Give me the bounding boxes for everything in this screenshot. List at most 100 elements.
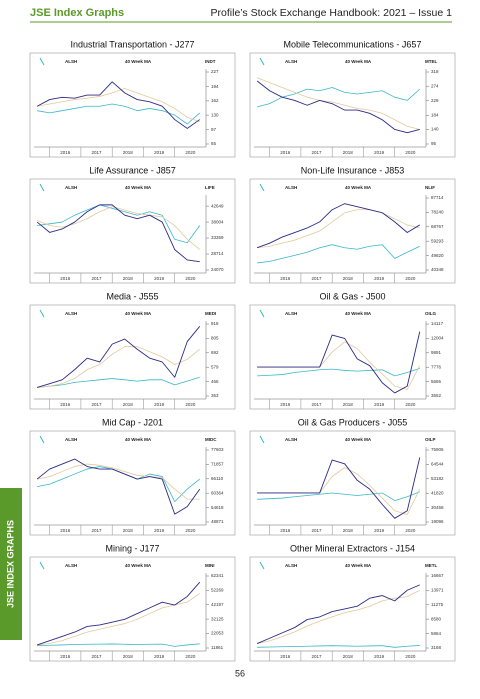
y-tick-label: 59293 <box>431 238 444 243</box>
y-tick-label: 48871 <box>211 519 224 524</box>
chart-title: Non-Life Insurance - J853 <box>301 165 405 175</box>
y-tick-label: 353 <box>211 393 219 398</box>
series-line <box>257 368 420 377</box>
legend-label: ALSH <box>285 437 297 442</box>
x-tick-label: 2018 <box>123 150 134 155</box>
series-line <box>256 77 420 130</box>
legend-swatch <box>259 435 265 444</box>
x-tick-label: 2017 <box>92 402 103 407</box>
y-tick-label: 78240 <box>431 210 444 215</box>
series-line <box>257 589 420 644</box>
y-tick-label: 19096 <box>431 519 444 524</box>
chart-title: Oil & Gas - J500 <box>319 291 385 301</box>
x-tick-label: 2016 <box>280 402 291 407</box>
y-tick-label: 5665 <box>431 379 442 384</box>
chart-title: Oil & Gas Producers - J055 <box>298 417 408 427</box>
chart-title: Media - J555 <box>106 291 158 301</box>
y-tick-label: 40348 <box>431 267 444 272</box>
series-line <box>36 326 201 388</box>
series-line <box>37 346 201 388</box>
x-tick-label: 2016 <box>60 276 71 281</box>
legend-label: ALSH <box>65 437 77 442</box>
x-tick-label: 2018 <box>123 528 134 533</box>
y-tick-label: 5864 <box>431 631 442 636</box>
legend-swatch <box>39 435 45 444</box>
series-line <box>36 206 201 250</box>
y-tick-label: 918 <box>211 321 219 326</box>
legend-label: OILG <box>425 311 436 316</box>
y-tick-label: 42649 <box>211 203 224 208</box>
y-tick-label: 16667 <box>431 573 444 578</box>
y-tick-label: 227 <box>211 69 219 74</box>
legend-label: LIFE <box>205 185 215 190</box>
y-tick-label: 38004 <box>211 219 224 224</box>
series-line <box>257 244 420 264</box>
y-tick-label: 162 <box>211 98 219 103</box>
legend-label: MEDI <box>205 311 216 316</box>
chart-frame <box>29 304 236 410</box>
chart-frame <box>249 304 456 410</box>
series-line <box>257 209 420 249</box>
legend-label: ALSH <box>285 311 297 316</box>
series-line <box>37 376 200 388</box>
x-tick-label: 2019 <box>154 276 165 281</box>
page-number: 56 <box>235 668 245 678</box>
chart-frame <box>249 556 456 662</box>
y-tick-label: 3552 <box>431 393 442 398</box>
y-tick-label: 30458 <box>431 505 444 510</box>
y-tick-label: 579 <box>211 364 219 369</box>
x-tick-label: 2016 <box>280 654 291 659</box>
legend-label: ALSH <box>285 563 297 568</box>
x-tick-label: 2020 <box>405 150 416 155</box>
legend-label: OILP <box>425 437 436 442</box>
legend-label: MIDC <box>205 437 217 442</box>
chart-title: Industrial Transportation - J277 <box>70 39 194 49</box>
series-line <box>257 457 421 519</box>
legend-swatch <box>259 57 265 66</box>
series-line <box>36 458 201 515</box>
x-tick-label: 2020 <box>185 402 196 407</box>
legend-label: INDT <box>205 59 216 64</box>
series-line <box>37 463 200 500</box>
y-tick-label: 49820 <box>431 253 444 258</box>
legend-label: ALSH <box>285 185 297 190</box>
x-tick-label: 2017 <box>312 276 323 281</box>
y-tick-label: 52269 <box>211 588 224 593</box>
legend-label: 40 Week MA <box>125 437 152 442</box>
y-tick-label: 71857 <box>211 462 224 467</box>
legend-label: ALSH <box>65 59 77 64</box>
legend-swatch <box>39 57 45 66</box>
y-tick-label: 32125 <box>211 616 224 621</box>
legend-swatch <box>39 309 45 318</box>
y-tick-label: 65 <box>211 141 217 146</box>
x-tick-label: 2016 <box>280 276 291 281</box>
series-line <box>256 80 420 134</box>
x-tick-label: 2019 <box>374 276 385 281</box>
chart-frame <box>249 178 456 284</box>
y-tick-label: 466 <box>211 379 219 384</box>
chart-frame <box>249 430 456 536</box>
legend-label: 40 Week MA <box>125 185 152 190</box>
y-tick-label: 95 <box>431 141 437 146</box>
header-left: JSE Index Graphs <box>30 7 124 19</box>
y-tick-label: 42197 <box>211 602 224 607</box>
x-tick-label: 2018 <box>343 654 354 659</box>
x-tick-label: 2019 <box>154 402 165 407</box>
side-tab-label: JSE INDEX GRAPHS <box>5 520 15 608</box>
y-tick-label: 41820 <box>431 490 444 495</box>
x-tick-label: 2018 <box>343 276 354 281</box>
y-tick-label: 24070 <box>211 267 224 272</box>
x-tick-label: 2019 <box>374 528 385 533</box>
x-tick-label: 2017 <box>92 150 103 155</box>
y-tick-label: 14117 <box>431 321 444 326</box>
x-tick-label: 2017 <box>92 654 103 659</box>
legend-label: 40 Week MA <box>125 59 152 64</box>
chart-frame <box>249 52 456 158</box>
x-tick-label: 2020 <box>185 528 196 533</box>
y-tick-label: 229 <box>431 98 439 103</box>
y-tick-label: 140 <box>431 127 439 132</box>
y-tick-label: 274 <box>431 83 439 88</box>
x-tick-label: 2017 <box>312 402 323 407</box>
y-tick-label: 7776 <box>431 364 442 369</box>
legend-swatch <box>39 183 45 192</box>
